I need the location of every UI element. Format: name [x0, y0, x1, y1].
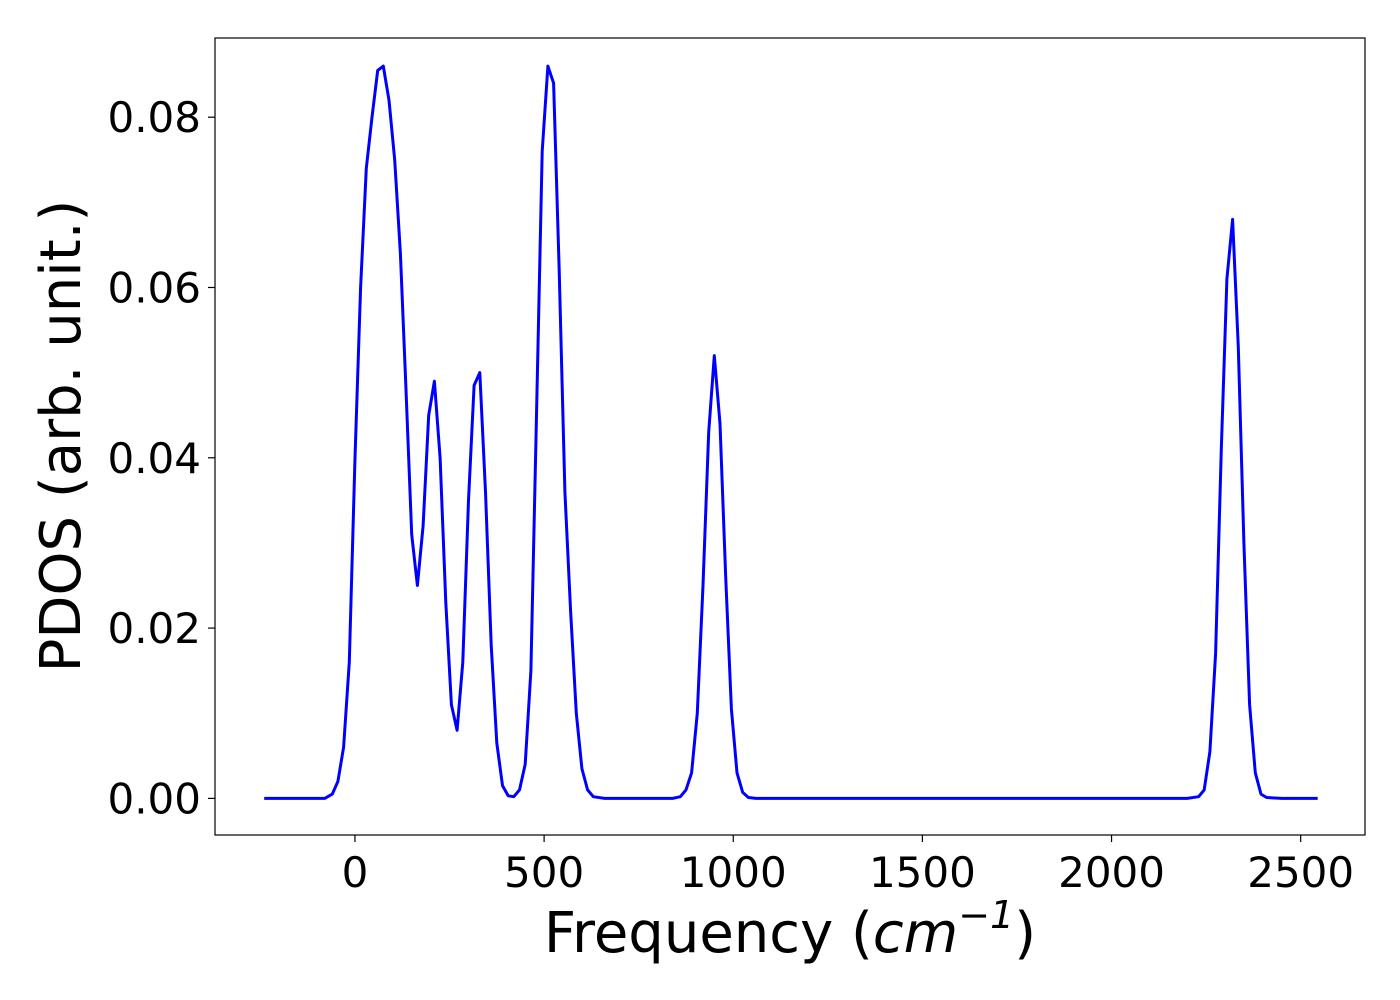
y-axis-label: PDOS (arb. unit.)	[29, 200, 94, 673]
x-tick-label: 2500	[1247, 848, 1354, 897]
x-tick-label: 0	[342, 848, 369, 897]
pdos-line-series	[264, 64, 1318, 800]
x-tick-label: 1000	[680, 848, 787, 897]
plot-area: 0 500 1000 1500 2000 2500 0.000.020.040.060.0…	[107, 37, 1366, 897]
series-layer	[264, 64, 1318, 800]
y-axis: 0.00 0.02 0.04 0.06 0.08	[107, 93, 215, 823]
x-tick-label: 1500	[869, 848, 976, 897]
x-axis-label: Frequency (cm−1)	[544, 893, 1036, 966]
x-tick-label: 2000	[1058, 848, 1165, 897]
x-tick-label: 500	[504, 848, 584, 897]
y-tick-label: 0.02	[107, 604, 201, 653]
x-axis: 0 500 1000 1500 2000 2500	[342, 835, 1354, 897]
y-tick-label: 0.04	[107, 434, 201, 483]
y-tick-label: 0.08	[107, 93, 201, 142]
y-tick-label: 0.00	[107, 774, 201, 823]
axes-frame	[214, 37, 1366, 836]
y-tick-label: 0.06	[107, 263, 201, 312]
